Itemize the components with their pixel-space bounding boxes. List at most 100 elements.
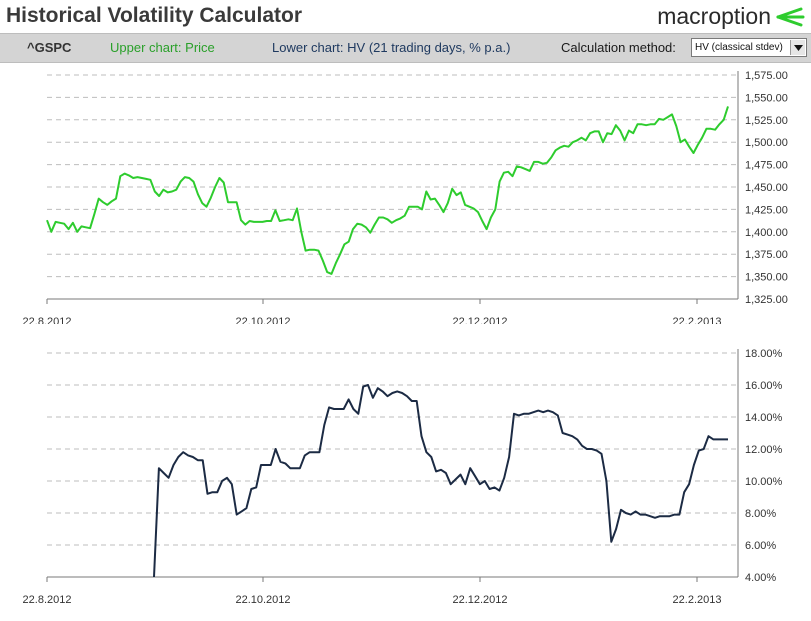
data-point: [529, 170, 531, 172]
data-point: [158, 467, 160, 469]
data-point: [688, 146, 690, 148]
data-point: [440, 469, 442, 471]
data-point: [180, 181, 182, 183]
data-point: [434, 198, 436, 200]
data-point: [576, 438, 578, 440]
lower-chart-label: Lower chart: HV (21 trading days, % p.a.…: [272, 40, 511, 55]
data-point: [253, 221, 255, 223]
data-point: [214, 186, 216, 188]
y-tick-label: 1,500.00: [745, 137, 788, 149]
y-tick-label: 1,450.00: [745, 182, 788, 194]
data-point: [632, 132, 634, 134]
data-point: [723, 119, 725, 121]
data-point: [382, 390, 384, 392]
data-point: [572, 141, 574, 143]
data-point: [401, 392, 403, 394]
data-point: [598, 130, 600, 132]
data-point: [339, 253, 341, 255]
data-point: [72, 222, 74, 224]
data-point: [362, 386, 364, 388]
data-point: [507, 171, 509, 173]
data-point: [486, 228, 488, 230]
data-point: [688, 483, 690, 485]
data-point: [236, 514, 238, 516]
data-point: [396, 390, 398, 392]
data-point: [571, 435, 573, 437]
data-point: [473, 208, 475, 210]
data-point: [649, 515, 651, 517]
data-point: [641, 123, 643, 125]
data-point: [524, 168, 526, 170]
data-point: [430, 456, 432, 458]
data-point: [377, 387, 379, 389]
data-point: [182, 451, 184, 453]
data-point: [481, 220, 483, 222]
data-point: [369, 232, 371, 234]
data-point: [404, 215, 406, 217]
data-point: [192, 456, 194, 458]
data-point: [218, 177, 220, 179]
data-point: [226, 477, 228, 479]
volatility-chart: 4.00% 6.00% 8.00% 10.00% 12.00% 14.00% 16.00% 1…: [23, 348, 783, 606]
data-point: [187, 454, 189, 456]
data-point: [450, 483, 452, 485]
price-chart: 1,325.00 1,350.00 1,375.00 1,400.00 1,425.00…: [23, 70, 788, 324]
data-point: [255, 486, 257, 488]
data-point: [620, 509, 622, 511]
data-point: [63, 223, 65, 225]
data-point: [469, 467, 471, 469]
data-point: [451, 188, 453, 190]
data-point: [678, 514, 680, 516]
data-point: [115, 198, 117, 200]
data-point: [59, 222, 61, 224]
data-point: [712, 438, 714, 440]
data-point: [154, 191, 156, 193]
data-point: [167, 191, 169, 193]
data-point: [119, 175, 121, 177]
data-point: [68, 228, 70, 230]
calculation-method-select[interactable]: HV (classical stdev): [691, 38, 807, 57]
data-point: [606, 132, 608, 134]
data-point: [460, 191, 462, 193]
data-point: [586, 448, 588, 450]
data-point: [596, 450, 598, 452]
data-point: [283, 219, 285, 221]
data-point: [173, 464, 175, 466]
data-point: [684, 139, 686, 141]
data-point: [513, 413, 515, 415]
data-point: [718, 123, 720, 125]
y-tick-label: 1,400.00: [745, 227, 788, 239]
data-point: [605, 480, 607, 482]
data-point: [260, 464, 262, 466]
data-point: [98, 198, 100, 200]
data-point: [635, 510, 637, 512]
data-point: [284, 462, 286, 464]
ticker-label: ^GSPC: [27, 40, 72, 55]
data-point: [683, 491, 685, 493]
data-point: [456, 194, 458, 196]
data-point: [714, 129, 716, 131]
data-point: [658, 118, 660, 120]
data-point: [602, 141, 604, 143]
data-point: [581, 137, 583, 139]
data-point: [378, 217, 380, 219]
x-tick-label: 22.10.2012: [235, 594, 290, 606]
data-point: [664, 515, 666, 517]
data-point: [644, 514, 646, 516]
price-series-line: [46, 106, 729, 275]
data-point: [314, 451, 316, 453]
data-point: [322, 260, 324, 262]
data-point: [542, 411, 544, 413]
data-point: [615, 124, 617, 126]
title-bar: Historical Volatility Calculator macropt…: [0, 0, 811, 33]
dropdown-button[interactable]: [790, 40, 805, 55]
data-point: [671, 113, 673, 115]
data-point: [348, 241, 350, 243]
data-point: [132, 177, 134, 179]
data-point: [546, 162, 548, 164]
data-point: [365, 226, 367, 228]
data-point: [630, 514, 632, 516]
data-point: [76, 231, 78, 233]
x-tick-label: 22.2.2013: [673, 316, 722, 324]
data-point: [352, 228, 354, 230]
